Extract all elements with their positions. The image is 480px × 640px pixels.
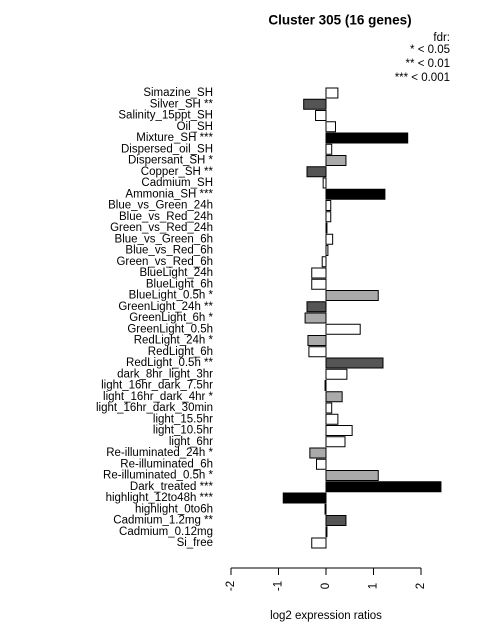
- y-tick-label: Cadmium_0.12mg: [119, 526, 213, 538]
- y-tick-label: RedLight_24h *: [134, 335, 214, 347]
- bar: [325, 121, 336, 133]
- bar: [324, 503, 327, 515]
- legend-title: fdr:: [433, 32, 450, 44]
- y-tick-label: RedLight_0.5h **: [126, 357, 213, 369]
- bar: [325, 526, 328, 538]
- bar: [315, 110, 327, 121]
- bar: [311, 267, 327, 279]
- y-tick-label: light_16hr_dark_4hr *: [103, 391, 213, 403]
- x-axis-label: log2 expression ratios: [270, 610, 382, 622]
- y-tick-label: Blue_vs_Red_6h: [125, 245, 213, 257]
- bar: [306, 166, 327, 178]
- bar: [311, 278, 327, 290]
- bar: [306, 301, 327, 313]
- x-tick-label: 2: [415, 583, 427, 589]
- bar: [308, 346, 327, 358]
- y-tick-label: Blue_vs_Green_24h: [108, 200, 213, 212]
- y-tick-label: Cadmium_SH: [141, 177, 213, 189]
- bar: [325, 402, 333, 414]
- x-tick-label: -2: [225, 581, 237, 591]
- y-tick-label: Blue_vs_Red_24h: [119, 211, 213, 223]
- bar: [325, 391, 343, 403]
- bar: [325, 357, 384, 369]
- bar: [304, 312, 327, 324]
- y-tick-label: BlueLight_6h: [146, 278, 213, 290]
- y-tick-label: dark_8hr_light_3hr: [117, 368, 213, 380]
- y-tick-label: Copper_SH **: [141, 166, 214, 178]
- bar: [325, 323, 361, 335]
- y-tick-label: Salinity_15ppt_SH: [118, 110, 213, 122]
- legend-item: * < 0.05: [410, 44, 450, 56]
- x-tick-label: -1: [273, 581, 285, 591]
- bar: [325, 368, 348, 380]
- y-tick-label: light_10.5hr: [153, 425, 213, 437]
- bar: [325, 481, 442, 493]
- x-tick-label: 1: [368, 583, 380, 589]
- bar: [325, 290, 379, 301]
- bar: [303, 98, 327, 110]
- bar: [325, 143, 333, 155]
- y-tick-label: Ammonia_SH ***: [125, 188, 213, 200]
- y-tick-label: BlueLight_24h: [139, 267, 213, 279]
- y-tick-label: Mixture_SH ***: [136, 132, 213, 144]
- bar: [325, 200, 332, 211]
- y-tick-label: BlueLight_0.5h *: [129, 290, 214, 302]
- bar: [325, 233, 334, 245]
- y-tick-label: Re-illuminated_6h: [120, 458, 213, 470]
- y-tick-label: Dark_treated ***: [130, 481, 214, 493]
- x-tick-label: 0: [320, 583, 332, 589]
- y-tick-label: Simazine_SH: [143, 87, 213, 99]
- bar: [325, 211, 332, 223]
- y-tick-label: Re-illuminated_0.5h *: [103, 470, 213, 482]
- legend-item: ** < 0.01: [406, 58, 450, 70]
- y-tick-label: highlight_0to6h: [135, 503, 213, 515]
- y-tick-label: Si_free: [177, 537, 213, 549]
- bar: [321, 256, 327, 268]
- y-tick-label: GreenLight_24h **: [118, 301, 213, 313]
- bar: [309, 447, 327, 459]
- y-tick-label: light_16hr_dark_7.5hr: [101, 380, 213, 392]
- y-tick-label: Re-illuminated_24h *: [106, 447, 213, 459]
- bar: [311, 537, 327, 549]
- bar: [316, 458, 327, 470]
- y-tick-label: Silver_SH **: [150, 98, 214, 110]
- y-tick-label: highlight_12to48h ***: [106, 492, 214, 504]
- y-tick-label: Oil_SH: [177, 121, 213, 133]
- bar: [325, 436, 346, 448]
- bar: [307, 335, 327, 346]
- bar: [324, 380, 327, 391]
- y-tick-label: Cadmium_1.2mg **: [113, 515, 213, 527]
- y-tick-label: GreenLight_0.5h: [127, 323, 213, 335]
- y-tick-label: Dispersed_oil_SH: [121, 143, 213, 155]
- bar: [325, 132, 409, 144]
- bar: [325, 245, 329, 256]
- legend-item: *** < 0.001: [395, 72, 450, 84]
- y-tick-label: Green_vs_Red_6h: [116, 256, 213, 268]
- y-tick-label: light_6hr: [169, 436, 213, 448]
- chart-title: Cluster 305 (16 genes): [268, 13, 411, 28]
- y-tick-label: light_15.5hr: [153, 413, 213, 425]
- y-tick-label: Dispersant_SH *: [128, 155, 214, 167]
- bar: [325, 425, 353, 436]
- y-tick-label: RedLight_6h: [148, 346, 213, 358]
- bar: [325, 515, 347, 526]
- bar: [282, 492, 327, 504]
- bar: [325, 155, 347, 166]
- bar: [322, 177, 327, 189]
- bar: [325, 188, 386, 200]
- bar: [325, 222, 328, 234]
- bar: [325, 413, 339, 425]
- y-tick-label: Green_vs_Red_24h: [110, 222, 213, 234]
- y-tick-label: Blue_vs_Green_6h: [115, 233, 213, 245]
- y-tick-label: light_16hr_dark_30min: [96, 402, 213, 414]
- bar: [325, 87, 339, 99]
- y-tick-label: GreenLight_6h *: [129, 312, 213, 324]
- bar: [325, 470, 379, 481]
